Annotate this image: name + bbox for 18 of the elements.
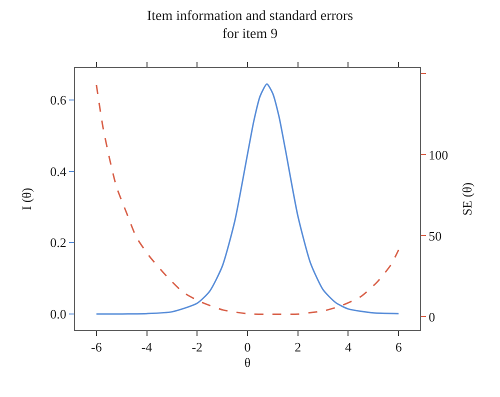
y-tick-label: 0.6 — [50, 92, 67, 108]
y-axis-title: I (θ) — [19, 188, 34, 210]
y-tick-label: 0.2 — [50, 235, 66, 250]
chart-title: Item information and standard errors for item 9 — [146, 8, 354, 42]
x-tick-label: 0 — [244, 340, 251, 355]
y-tick-label: 0.4 — [50, 164, 67, 179]
x-axis-title: θ — [244, 355, 251, 370]
x-tick-label: 4 — [344, 340, 352, 355]
x-tick-label: 2 — [294, 340, 302, 355]
x-tick-label: -4 — [141, 340, 153, 355]
x-tick-label: 6 — [395, 340, 402, 355]
y2-tick-label: 0 — [428, 309, 436, 324]
y2-tick-label: 100 — [428, 147, 448, 162]
x-tick-label: -2 — [192, 340, 203, 355]
y-tick-label: 0.0 — [50, 306, 66, 322]
y2-tick-label: 50 — [428, 228, 442, 244]
y2-axis-title: SE (θ) — [460, 182, 475, 216]
x-tick-label: -6 — [90, 340, 102, 355]
